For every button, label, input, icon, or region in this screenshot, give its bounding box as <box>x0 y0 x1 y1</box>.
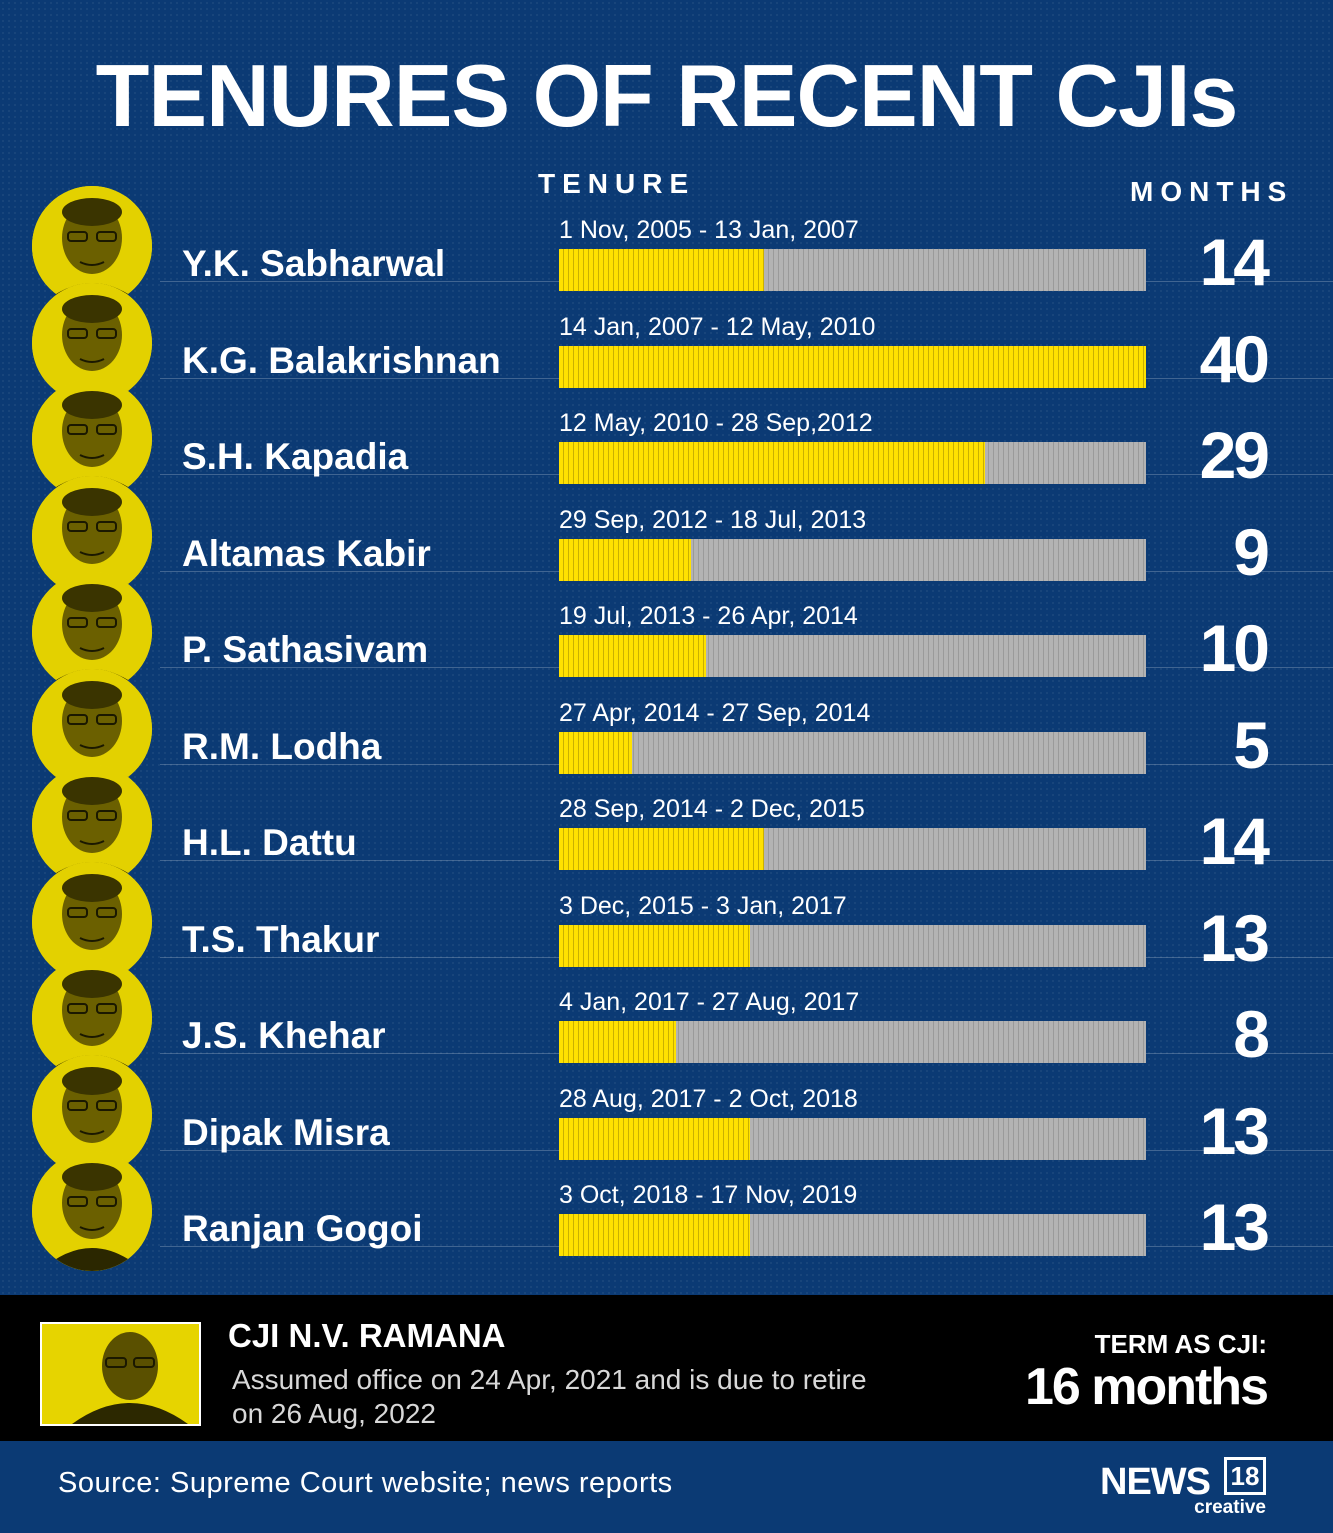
bar-track <box>559 1214 1146 1256</box>
term-value: 16 months <box>1024 1358 1269 1416</box>
person-portrait-icon <box>32 1151 152 1271</box>
bar-track <box>559 249 1146 291</box>
bar-track <box>559 828 1146 870</box>
current-cji-photo <box>40 1322 201 1426</box>
logo-brand: NEWS <box>1100 1461 1211 1503</box>
months-value-label: 9 <box>1233 514 1270 589</box>
months-value-label: 5 <box>1233 707 1270 782</box>
tenure-dates-label: 12 May, 2010 - 28 Sep,2012 <box>559 409 873 437</box>
bar-fill <box>559 442 985 484</box>
cji-name-label: Y.K. Sabharwal <box>182 243 446 284</box>
current-cji-band: CJI N.V. RAMANA Assumed office on 24 Apr… <box>0 1295 1333 1441</box>
tenure-column-header: TENURE <box>538 168 696 199</box>
portrait-avatar <box>32 765 152 885</box>
bar-fill <box>559 828 764 870</box>
tenure-dates-label: 1 Nov, 2005 - 13 Jan, 2007 <box>559 216 859 244</box>
bar-fill <box>559 249 764 291</box>
bar-fill <box>559 1214 750 1256</box>
bar-track <box>559 345 1146 388</box>
chart-area: TENURES OF RECENT CJIs TENURE MONTHS Y.K… <box>0 0 1333 1295</box>
tenure-dates-label: 4 Jan, 2017 - 27 Aug, 2017 <box>559 988 860 1016</box>
source-note: Source: Supreme Court website; news repo… <box>58 1467 673 1499</box>
months-value-label: 8 <box>1233 997 1270 1071</box>
news18-logo: NEWS 18 creative <box>1100 1457 1268 1519</box>
bar-fill <box>559 345 1146 388</box>
bar-fill <box>559 924 750 967</box>
current-cji-name: CJI N.V. RAMANA <box>228 1317 506 1354</box>
bar-track <box>559 538 1146 581</box>
chart-row: T.S. Thakur 3 Dec, 2015 - 3 Jan, 2017 13 <box>0 861 1333 982</box>
cji-name-label: Dipak Misra <box>182 1111 390 1153</box>
logo-number: 18 <box>1224 1457 1266 1495</box>
chart-row: Ranjan Gogoi 3 Oct, 2018 - 17 Nov, 2019 13 <box>0 1151 1333 1271</box>
chart-row: Y.K. Sabharwal 1 Nov, 2005 - 13 Jan, 2007… <box>0 186 1333 306</box>
tenure-dates-label: 14 Jan, 2007 - 12 May, 2010 <box>559 312 876 341</box>
portrait-avatar <box>32 572 152 692</box>
cji-name-label: H.L. Dattu <box>182 822 357 863</box>
months-value-label: 13 <box>1199 1093 1270 1168</box>
cji-name-label: T.S. Thakur <box>182 918 380 960</box>
chart-title: TENURES OF RECENT CJIs <box>95 46 1239 145</box>
tenure-dates-label: 3 Oct, 2018 - 17 Nov, 2019 <box>559 1181 858 1209</box>
cji-name-label: R.M. Lodha <box>182 725 382 767</box>
months-value-label: 29 <box>1199 418 1270 492</box>
cji-name-label: S.H. Kapadia <box>182 436 409 477</box>
bar-track <box>559 731 1146 774</box>
chart-row: Altamas Kabir 29 Sep, 2012 - 18 Jul, 2013… <box>0 475 1333 596</box>
term-label: TERM AS CJI: <box>1094 1329 1267 1359</box>
months-value-label: 14 <box>1199 225 1270 299</box>
logo-sub: creative <box>1194 1497 1266 1518</box>
portrait-avatar <box>32 1151 152 1271</box>
bar-track <box>559 442 1146 484</box>
bar-track <box>559 924 1146 967</box>
months-value-label: 40 <box>1199 321 1270 396</box>
bar-fill <box>559 1021 676 1063</box>
portrait-avatar <box>32 1054 152 1175</box>
months-value-label: 13 <box>1199 1190 1270 1264</box>
cji-name-label: P. Sathasivam <box>182 629 429 670</box>
cji-name-label: J.S. Khehar <box>182 1015 386 1056</box>
footer: Source: Supreme Court website; news repo… <box>0 1441 1333 1533</box>
chart-row: Dipak Misra 28 Aug, 2017 - 2 Oct, 2018 13 <box>0 1054 1333 1175</box>
tenure-dates-label: 3 Dec, 2015 - 3 Jan, 2017 <box>559 891 847 920</box>
cji-name-label: Altamas Kabir <box>182 532 431 574</box>
bar-track <box>559 1117 1146 1160</box>
bar-fill <box>559 1117 750 1160</box>
cji-name-label: K.G. Balakrishnan <box>182 339 501 381</box>
chart-row: K.G. Balakrishnan 14 Jan, 2007 - 12 May, … <box>0 282 1333 403</box>
chart-row: P. Sathasivam 19 Jul, 2013 - 26 Apr, 2014… <box>0 572 1333 692</box>
chart-row: H.L. Dattu 28 Sep, 2014 - 2 Dec, 2015 14 <box>0 765 1333 885</box>
bar-fill <box>559 538 691 581</box>
bar-track <box>559 1021 1146 1063</box>
months-value-label: 13 <box>1199 900 1270 975</box>
bar-fill <box>559 731 632 774</box>
person-portrait-icon <box>32 572 152 692</box>
months-value-label: 10 <box>1199 611 1270 685</box>
person-portrait-icon <box>42 1324 199 1424</box>
cji-name-label: Ranjan Gogoi <box>182 1208 423 1249</box>
months-value-label: 14 <box>1199 804 1270 878</box>
tenure-dates-label: 28 Aug, 2017 - 2 Oct, 2018 <box>559 1084 858 1113</box>
tenure-dates-label: 19 Jul, 2013 - 26 Apr, 2014 <box>559 602 858 630</box>
bar-track <box>559 635 1146 677</box>
chart-row: S.H. Kapadia 12 May, 2010 - 28 Sep,2012 29 <box>0 379 1333 499</box>
chart-row: J.S. Khehar 4 Jan, 2017 - 27 Aug, 2017 8 <box>0 958 1333 1078</box>
tenure-dates-label: 27 Apr, 2014 - 27 Sep, 2014 <box>559 698 871 727</box>
tenure-dates-label: 28 Sep, 2014 - 2 Dec, 2015 <box>559 795 865 823</box>
current-cji-description: Assumed office on 24 Apr, 2021 and is du… <box>232 1364 867 1429</box>
bar-fill <box>559 635 706 677</box>
months-column-header: MONTHS <box>1130 176 1294 207</box>
chart-row: R.M. Lodha 27 Apr, 2014 - 27 Sep, 2014 5 <box>0 668 1333 789</box>
tenure-dates-label: 29 Sep, 2012 - 18 Jul, 2013 <box>559 505 867 534</box>
